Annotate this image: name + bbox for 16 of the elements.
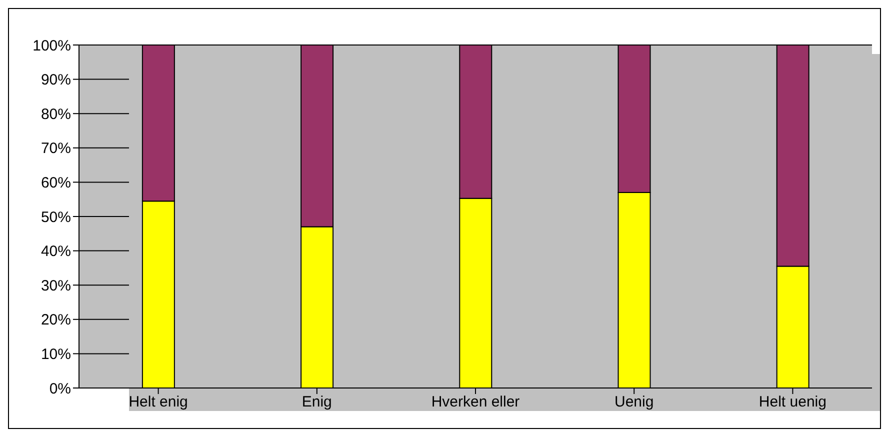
y-tick-label: 10% [40, 346, 71, 364]
y-tick-label: 90% [40, 72, 71, 89]
x-tick-label: Enig [302, 394, 332, 411]
x-tick-label: Uenig [614, 394, 654, 411]
y-tick-label: 100% [32, 37, 71, 54]
y-tick-label: 0% [49, 380, 71, 398]
y-tick-label: 80% [40, 106, 71, 123]
x-tick-label: Helt enig [128, 394, 188, 411]
y-tick-label: 50% [40, 208, 71, 226]
y-tick-label: 60% [40, 174, 71, 192]
x-tick-label: Helt uenig [758, 394, 826, 411]
y-tick-label: 70% [40, 140, 71, 158]
y-tick-label: 20% [40, 312, 71, 329]
x-tick-label: Hverken eller [431, 394, 520, 411]
y-tick-label: 30% [40, 277, 71, 294]
y-tick-label: 40% [40, 243, 71, 260]
